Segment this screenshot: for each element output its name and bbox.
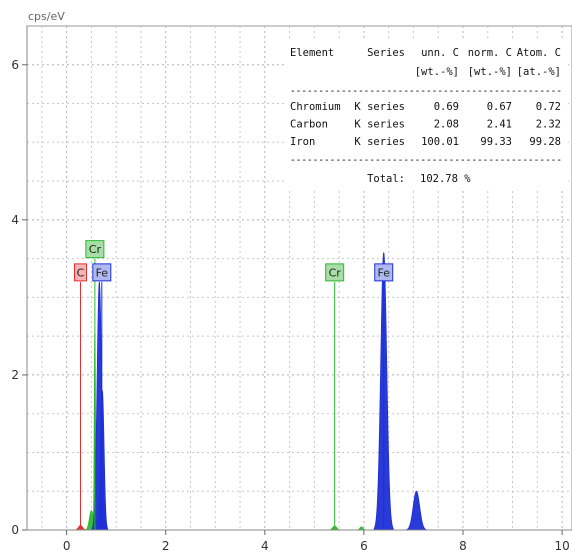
marker-label-fe: Fe <box>377 266 390 279</box>
table-row-cell: Carbon <box>290 119 328 131</box>
y-tick-label: 6 <box>11 58 19 72</box>
results-table-background <box>285 38 568 188</box>
table-separator: ----------------------------------------… <box>290 85 562 97</box>
table-total-value: 102.78 % <box>420 173 471 185</box>
x-tick-label: 6 <box>360 539 368 553</box>
table-row-cell: 99.28 <box>529 136 561 148</box>
y-tick-label: 0 <box>11 523 19 537</box>
marker-tag-fe <box>374 263 394 282</box>
x-tick-label: 2 <box>162 539 170 553</box>
table-row-cell: Iron <box>290 136 315 148</box>
table-row-cell: K series <box>354 136 405 148</box>
table-row-cell: 100.01 <box>421 136 459 148</box>
table-row-cell: 0.69 <box>434 101 459 113</box>
y-tick-label: 2 <box>11 368 19 382</box>
marker-label-cr: Cr <box>89 243 102 256</box>
table-row-cell: 99.33 <box>480 136 512 148</box>
table-row-cell: 0.67 <box>487 101 512 113</box>
table-row-cell: Chromium <box>290 101 341 113</box>
x-tick-label: 8 <box>459 539 467 553</box>
marker-tag-fe <box>92 263 112 282</box>
table-row-cell: K series <box>354 101 405 113</box>
table-unit-cell: [at.-%] <box>517 66 561 78</box>
table-row-cell: 2.08 <box>434 119 459 131</box>
table-header-cell: Element <box>290 47 334 59</box>
marker-tag-cr <box>325 263 345 282</box>
table-row-cell: 2.41 <box>487 119 512 131</box>
marker-tag-c <box>74 263 88 282</box>
table-header-cell: Series <box>367 47 405 59</box>
table-header-cell: norm. C <box>468 47 512 59</box>
table-separator: ----------------------------------------… <box>290 154 562 166</box>
x-tick-label: 10 <box>554 539 569 553</box>
marker-label-cr: Cr <box>329 266 342 279</box>
table-row-cell: 0.72 <box>536 101 561 113</box>
marker-tag-cr <box>85 240 105 259</box>
table-unit-cell: [wt.-%] <box>468 66 512 78</box>
marker-label-fe: Fe <box>96 266 109 279</box>
axes: cps/eV 0 2 4 6 8 10 0 2 4 6 <box>11 10 572 553</box>
results-table: Element Series unn. C norm. C Atom. C [wt.-%]… <box>285 38 568 188</box>
table-header-cell: unn. C <box>421 47 459 59</box>
table-unit-cell: [wt.-%] <box>415 66 459 78</box>
y-tick-label: 4 <box>11 213 19 227</box>
table-row-cell: K series <box>354 119 405 131</box>
y-axis-label: cps/eV <box>28 10 65 23</box>
table-header-cell: Atom. C <box>517 47 561 59</box>
table-total-label: Total: <box>367 173 405 185</box>
table-row-cell: 2.32 <box>536 119 561 131</box>
element-marker-lines: C Cr Fe Cr Fe <box>74 240 394 530</box>
x-tick-label: 4 <box>261 539 269 553</box>
x-tick-label: 0 <box>63 539 71 553</box>
peak-fe <box>405 490 428 531</box>
marker-label-c: C <box>77 266 85 279</box>
